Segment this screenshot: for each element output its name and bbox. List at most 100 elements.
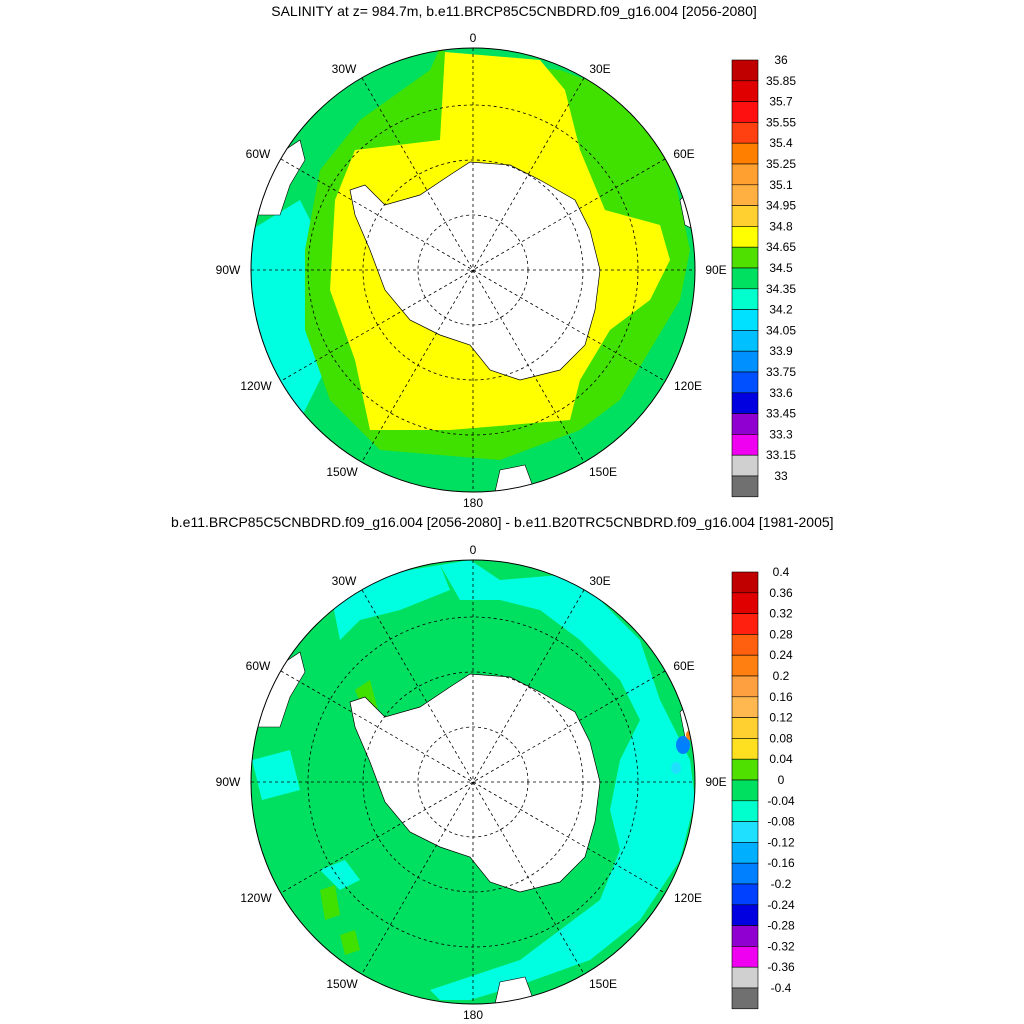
bottom-colorbar-swatch (731, 592, 759, 614)
top-lon-label: 60E (673, 147, 694, 161)
bottom-polar-map (250, 559, 696, 1005)
bottom-newzealand-land (494, 976, 536, 1004)
top-colorbar-swatch (731, 163, 759, 186)
bottom-colorbar-label: -0.36 (767, 960, 795, 974)
top-lon-label: 150E (589, 465, 617, 479)
top-longitude-labels: 0 30E 60E 90E 120E 150E 180 150W 120W 90… (216, 31, 727, 510)
top-colorbar-label: 33.45 (766, 407, 796, 421)
top-colorbar-swatch (731, 267, 759, 290)
top-colorbar-label: 34.05 (766, 323, 796, 337)
bottom-lon-label: 180 (463, 1008, 483, 1022)
bottom-lon-label: 150E (589, 977, 617, 991)
top-newzealand-land (494, 464, 536, 492)
bottom-map-title: b.e11.BRCP85C5CNBDRD.f09_g16.004 [2056-2… (171, 514, 834, 530)
top-lon-label: 30E (589, 62, 610, 76)
bottom-map-border (250, 559, 696, 1005)
top-colorbar-swatch (731, 371, 759, 394)
bottom-colorbar-swatch (731, 738, 759, 760)
top-colorbar-swatch (731, 59, 759, 82)
top-colorbar-label: 33 (774, 469, 788, 483)
top-polar-map (250, 47, 696, 493)
top-colorbar-label: 33.15 (766, 448, 796, 462)
bottom-colorbar-swatch (731, 696, 759, 718)
top-colorbar-swatch (731, 392, 759, 414)
bottom-field-cyan-east (430, 560, 695, 1000)
top-colorbar-label: 34.2 (769, 303, 793, 317)
bottom-lon-label: 90W (216, 775, 241, 789)
top-lon-label: 150W (326, 465, 358, 479)
top-colorbar-swatch (731, 142, 759, 165)
top-colorbar-label: 33.6 (769, 386, 793, 400)
top-colorbar-swatch (731, 330, 759, 352)
top-colorbar-swatch (731, 80, 759, 102)
top-colorbar-swatch (731, 246, 759, 269)
top-colorbar-swatch (731, 226, 759, 248)
top-lon-label: 90E (705, 263, 726, 277)
top-lon-label: 60W (246, 147, 271, 161)
top-colorbar-swatch (731, 350, 759, 373)
bottom-colorbar-label: 0.24 (769, 648, 793, 662)
top-colorbar-swatch (731, 309, 759, 331)
bottom-colorbar-label: 0.16 (769, 690, 793, 704)
bottom-field-green-patch (320, 885, 340, 920)
bottom-anomaly-blob (676, 736, 690, 754)
bottom-colorbar-swatch (731, 862, 759, 885)
top-colorbar-label: 35.55 (766, 115, 796, 129)
bottom-colorbar-label: -0.16 (767, 856, 795, 870)
top-colorbar-label: 33.9 (769, 344, 793, 358)
bottom-colorbar-swatch (731, 613, 759, 635)
top-colorbar-swatch (731, 205, 759, 227)
bottom-colorbar-label: 0.04 (769, 752, 793, 766)
bottom-longitude-labels: 0 30E 60E 90E 120E 150E 180 150W 120W 90… (216, 543, 727, 1022)
top-colorbar-label: 35.85 (766, 74, 796, 88)
top-colorbar-label: 36 (774, 53, 788, 67)
top-colorbar-label: 34.95 (766, 199, 796, 213)
bottom-lon-label: 0 (470, 543, 477, 557)
top-graticule (251, 48, 695, 492)
bottom-colorbar-swatch (731, 717, 759, 739)
bottom-colorbar-label: -0.4 (771, 981, 792, 995)
top-colorbar-swatch (731, 101, 759, 123)
top-colorbar-swatch (731, 184, 759, 206)
bottom-colorbar-label: 0.2 (773, 669, 790, 683)
bottom-colorbar-swatch (731, 925, 759, 947)
bottom-colorbar-label: 0.32 (769, 607, 793, 621)
bottom-colorbar-label: -0.04 (767, 794, 795, 808)
bottom-colorbar-label: 0.4 (773, 565, 790, 579)
bottom-colorbar-swatch (731, 634, 759, 656)
top-colorbar: 36 35.85 35.7 35.55 35.4 35.25 35.1 34.95 34.8 34… (731, 53, 796, 498)
bottom-colorbar-swatch (731, 800, 759, 822)
top-colorbar-label: 35.4 (769, 136, 793, 150)
bottom-field-cyan-west (252, 750, 300, 800)
bottom-graticule (251, 560, 695, 1004)
top-colorbar-swatch (731, 434, 759, 456)
top-lon-label: 90W (216, 263, 241, 277)
top-colorbar-swatch (731, 288, 759, 310)
top-map-border (250, 47, 696, 493)
bottom-colorbar-swatch (731, 779, 759, 802)
top-colorbar-label: 34.5 (769, 261, 793, 275)
bottom-lon-label: 150W (326, 977, 358, 991)
top-colorbar-swatch (731, 454, 759, 477)
bottom-colorbar-label: -0.2 (771, 877, 792, 891)
bottom-lon-label: 30W (332, 574, 357, 588)
bottom-colorbar-swatch (731, 758, 759, 781)
top-lon-label: 0 (470, 31, 477, 45)
top-colorbar-label: 34.8 (769, 219, 793, 233)
top-colorbar-label: 35.1 (769, 178, 793, 192)
bottom-colorbar-label: -0.12 (767, 835, 795, 849)
bottom-colorbar-label: -0.32 (767, 939, 795, 953)
top-colorbar-label: 34.65 (766, 240, 796, 254)
bottom-lon-label: 90E (705, 775, 726, 789)
top-lon-label: 30W (332, 62, 357, 76)
bottom-colorbar-swatch (731, 654, 759, 677)
bottom-field-cyan-patch (320, 860, 360, 890)
bottom-colorbar-swatch (731, 966, 759, 989)
bottom-colorbar-label: 0.36 (769, 586, 793, 600)
bottom-lon-label: 60W (246, 659, 271, 673)
bottom-colorbar-swatch (731, 821, 759, 843)
top-colorbar-label: 34.35 (766, 282, 796, 296)
top-colorbar-label: 33.75 (766, 365, 796, 379)
bottom-colorbar-swatch (731, 946, 759, 968)
